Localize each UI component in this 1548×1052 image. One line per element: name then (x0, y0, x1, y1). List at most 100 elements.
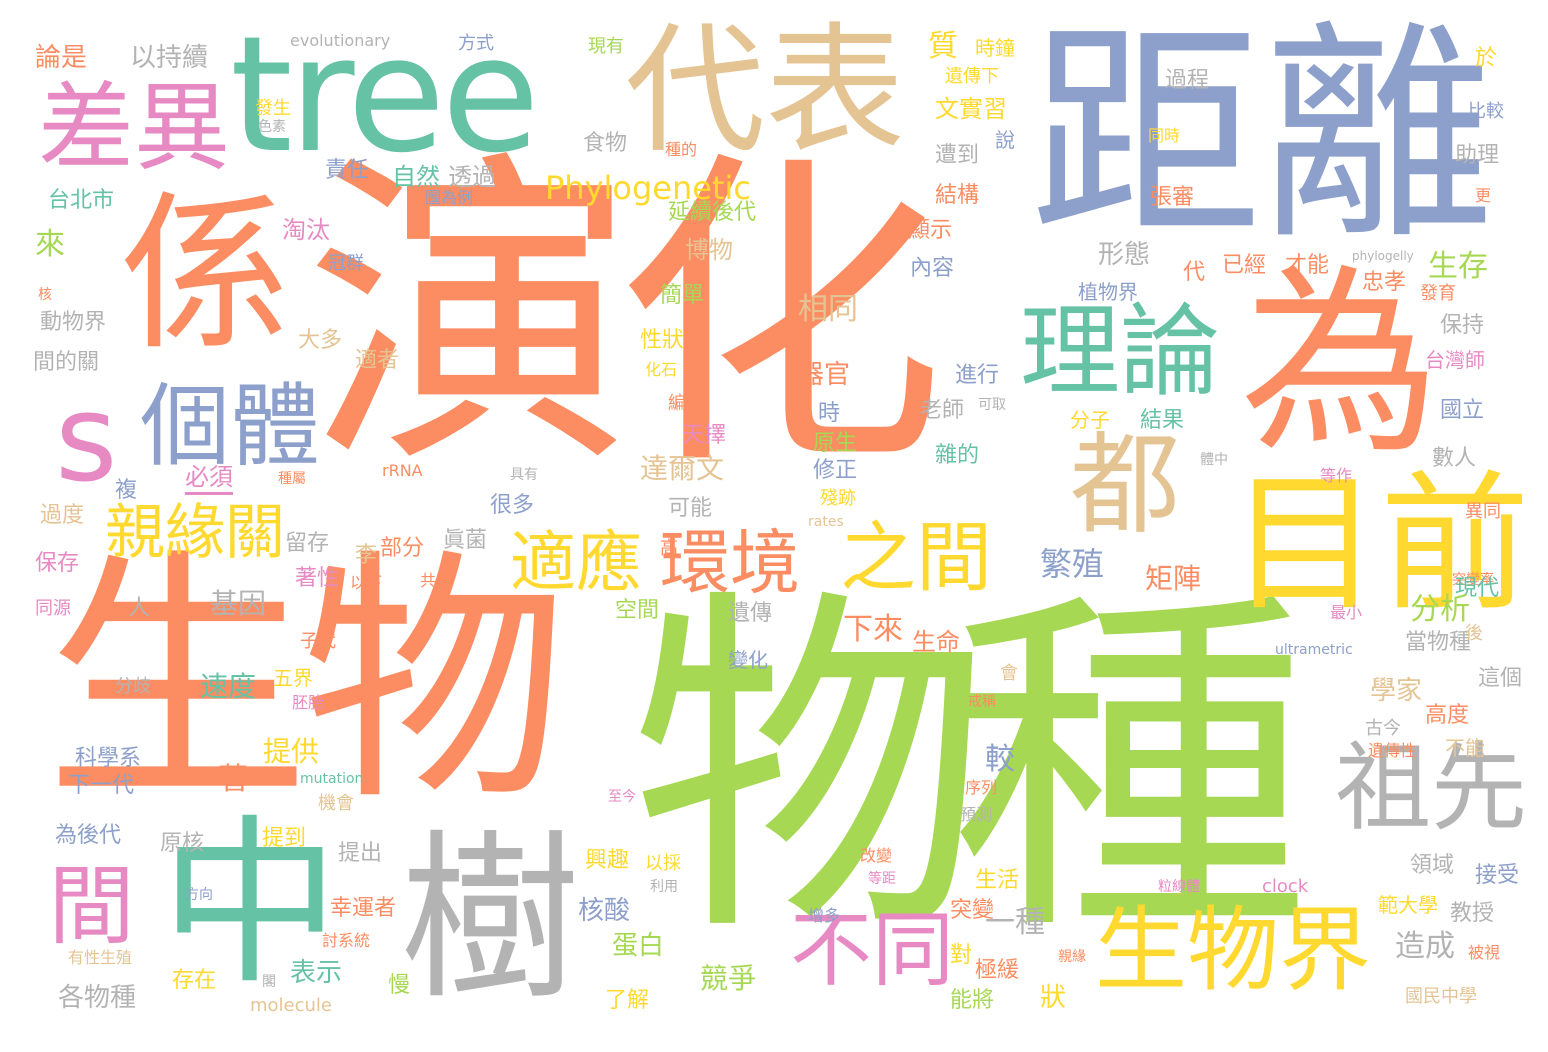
word: 留存 (285, 531, 330, 556)
word: 了解 (605, 988, 650, 1013)
word: 利用 (650, 879, 678, 895)
word: 突變率 (1452, 572, 1494, 588)
word: 後 (1465, 623, 1483, 644)
word: 以持續 (130, 43, 209, 73)
word: 簡單 (660, 283, 705, 308)
word: 食物 (583, 131, 628, 156)
word: 粒線體 (1158, 879, 1200, 895)
word: 生命 (912, 628, 960, 656)
word: 具有 (510, 467, 538, 483)
word: 人 (128, 596, 151, 621)
word: 修正 (813, 458, 858, 483)
word: 才能 (1285, 253, 1330, 278)
word: molecule (250, 995, 333, 1016)
word: 共同 (420, 571, 453, 590)
word: 親緣關 (105, 498, 285, 568)
word: 各物種 (58, 983, 137, 1013)
word: evolutionary (290, 31, 391, 50)
word: 序列 (965, 778, 998, 797)
word: 提出 (338, 841, 383, 866)
word: 分歧 (115, 676, 151, 697)
word: 分析 (1410, 592, 1470, 627)
word: 不能 (1445, 736, 1485, 760)
word: 忠孝 (1362, 270, 1407, 295)
word: 子代 (300, 631, 336, 652)
word: 目前 (1230, 458, 1531, 632)
word: 為 (1240, 248, 1441, 481)
word: 範大學 (1378, 893, 1438, 917)
word: 慢 (388, 973, 411, 998)
word: 高 (660, 538, 678, 559)
word: 於 (1475, 46, 1498, 71)
word: 顯示 (908, 218, 953, 243)
word: 生存 (1428, 249, 1488, 284)
word: 被視 (1468, 943, 1501, 962)
word: 之間 (840, 513, 992, 602)
word: 教授 (1450, 901, 1495, 926)
word: 能將 (950, 988, 995, 1013)
word: phylogelly (1352, 249, 1414, 263)
word: 對 (950, 943, 973, 968)
word: 競爭 (700, 962, 757, 995)
word: 幸運者 (330, 896, 397, 921)
word: 透過 (448, 163, 496, 191)
word: 學家 (1370, 676, 1423, 706)
word: 代表 (625, 10, 906, 173)
word: 文實習 (935, 95, 1007, 123)
word: 台北市 (48, 188, 115, 213)
word: 代 (1183, 260, 1206, 285)
word: 接受 (1475, 863, 1520, 888)
word: 進行 (955, 363, 1000, 388)
word: 眞菌 (443, 528, 488, 553)
word: clock (1262, 876, 1309, 897)
word: 五界 (273, 666, 313, 690)
word: 戒稱 (968, 694, 996, 710)
word: 表示 (290, 958, 343, 988)
word: 張審 (1150, 185, 1195, 210)
word: 結果 (1140, 408, 1185, 433)
word: 機會 (318, 793, 354, 814)
word: 生活 (975, 868, 1020, 893)
word: 間的關 (33, 350, 100, 375)
word: 過度 (40, 503, 85, 528)
word: 存在 (172, 968, 217, 993)
word: 遺傳下 (945, 66, 999, 87)
word: 台灣師 (1425, 348, 1485, 372)
word: 同時 (1148, 126, 1181, 145)
word: 雜的 (935, 443, 980, 468)
word: 說 (995, 128, 1015, 152)
word: 祖先 (1335, 732, 1527, 844)
word: 核 (38, 287, 52, 303)
word: 古今 (1365, 718, 1401, 739)
word: 過程 (1165, 68, 1210, 93)
word: 保持 (1440, 313, 1485, 338)
word: 繁殖 (1040, 545, 1105, 583)
word: 冠群 (328, 253, 364, 274)
word: 原生 (813, 431, 858, 456)
word: 改變 (860, 846, 893, 865)
word: 相同 (798, 292, 858, 327)
word: 現有 (588, 36, 624, 57)
word: 係 (120, 176, 291, 374)
word: 科學系 (75, 746, 142, 771)
word: 動物界 (40, 310, 107, 335)
word: 基因 (210, 587, 267, 620)
word: 可取 (978, 397, 1006, 413)
word: 閣 (262, 974, 276, 990)
word: 預測 (960, 805, 993, 824)
word: 差異 (38, 72, 230, 184)
word: 速度 (200, 670, 257, 703)
word: 距離 (1030, 1, 1495, 271)
word: 興趣 (585, 848, 630, 873)
word: 演化 (305, 125, 945, 509)
word: 親緣 (1058, 949, 1086, 965)
word: 內容 (910, 256, 955, 281)
word: rRNA (382, 461, 423, 480)
word: Phylogenetic (545, 169, 751, 207)
word: 最小 (1330, 603, 1363, 622)
word: 分子 (1070, 408, 1110, 432)
word: 間 (33, 860, 133, 946)
word: 同源 (35, 598, 71, 619)
word: 當物種 (1405, 630, 1472, 655)
word: 植物界 (1078, 280, 1138, 304)
